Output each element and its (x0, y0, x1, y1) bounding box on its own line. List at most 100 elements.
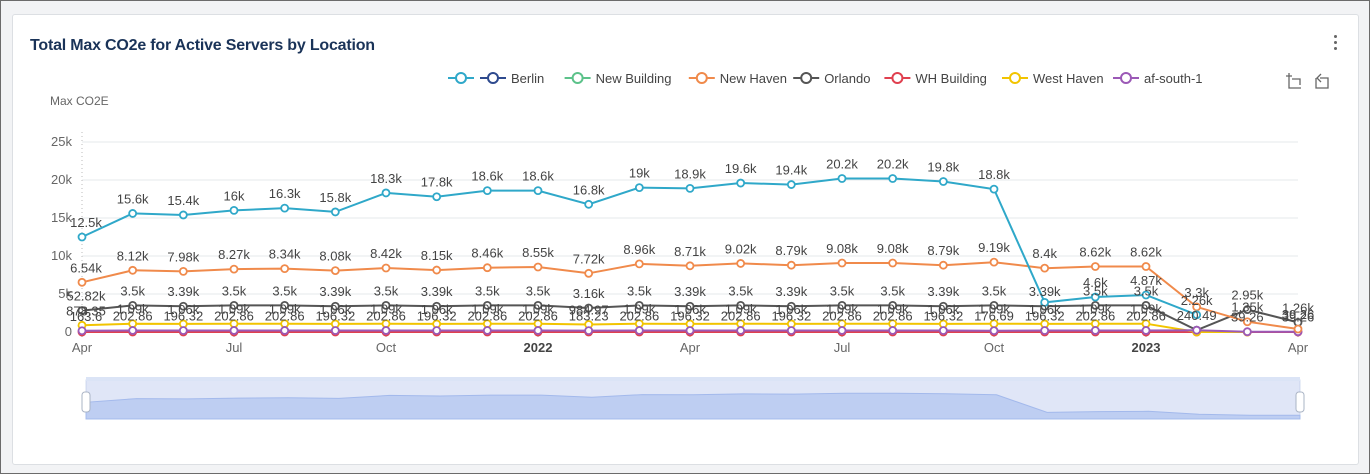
data-point[interactable] (1242, 327, 1252, 337)
legend-item-berlin[interactable]: Berlin (480, 71, 544, 86)
data-point[interactable] (837, 326, 847, 335)
data-point[interactable] (1090, 292, 1100, 302)
data-point[interactable] (685, 261, 695, 271)
data-point[interactable] (584, 268, 594, 278)
data-point[interactable] (786, 260, 796, 270)
data-point[interactable] (1141, 290, 1151, 300)
data-point[interactable] (128, 326, 138, 335)
data-point[interactable] (178, 301, 188, 311)
data-point[interactable] (1141, 262, 1151, 271)
data-point[interactable] (938, 260, 948, 270)
data-point[interactable] (685, 301, 695, 311)
data-point[interactable] (1141, 300, 1151, 310)
data-point[interactable] (1242, 305, 1252, 314)
data-point[interactable] (989, 326, 999, 336)
data-point[interactable] (482, 263, 492, 273)
data-point[interactable] (77, 306, 87, 315)
legend-item-wh-building[interactable]: WH Building (884, 71, 987, 86)
data-point[interactable] (432, 301, 442, 311)
data-point[interactable] (128, 209, 138, 218)
data-point[interactable] (736, 300, 746, 310)
data-point[interactable] (280, 300, 290, 310)
data-point[interactable] (229, 300, 239, 310)
data-point[interactable] (482, 186, 492, 196)
data-point[interactable] (77, 326, 87, 336)
data-point[interactable] (786, 180, 796, 189)
data-point[interactable] (432, 192, 442, 202)
data-point[interactable] (786, 326, 796, 335)
zoom-move-bar[interactable] (86, 377, 1300, 381)
data-point[interactable] (229, 264, 239, 274)
data-point[interactable] (330, 301, 340, 311)
data-point[interactable] (330, 266, 340, 275)
data-point[interactable] (786, 301, 796, 311)
data-point[interactable] (77, 277, 87, 287)
data-point[interactable] (634, 183, 644, 193)
data-point[interactable] (533, 262, 543, 272)
data-point[interactable] (1090, 262, 1100, 271)
data-point[interactable] (229, 205, 239, 215)
data-point[interactable] (685, 326, 695, 335)
data-point[interactable] (888, 258, 898, 268)
zoom-select-icon[interactable] (1286, 73, 1301, 89)
data-point[interactable] (280, 326, 290, 335)
legend-item[interactable] (448, 72, 474, 84)
data-point[interactable] (1090, 300, 1100, 310)
data-point[interactable] (432, 326, 442, 335)
data-point[interactable] (736, 178, 746, 188)
data-point[interactable] (736, 259, 746, 268)
zoom-handle-right[interactable] (1295, 391, 1305, 413)
data-point[interactable] (938, 177, 948, 186)
data-point[interactable] (128, 265, 138, 275)
data-point[interactable] (584, 199, 594, 209)
data-point[interactable] (1141, 326, 1151, 335)
data-point[interactable] (381, 263, 391, 273)
data-point[interactable] (736, 326, 746, 335)
data-point[interactable] (1242, 317, 1252, 327)
data-point[interactable] (1192, 302, 1202, 312)
data-point[interactable] (1090, 326, 1100, 335)
data-point[interactable] (989, 184, 999, 194)
data-point[interactable] (229, 326, 239, 335)
legend-item-new-haven[interactable]: New Haven (688, 71, 787, 86)
data-point[interactable] (837, 300, 847, 310)
data-point[interactable] (634, 259, 644, 269)
data-point[interactable] (634, 300, 644, 310)
data-point[interactable] (837, 258, 847, 268)
data-point[interactable] (1192, 325, 1202, 335)
data-point[interactable] (381, 188, 391, 198)
data-point[interactable] (1040, 263, 1050, 273)
data-point[interactable] (634, 326, 644, 335)
data-point[interactable] (938, 301, 948, 311)
data-point[interactable] (989, 257, 999, 267)
legend-item-west-haven[interactable]: West Haven (1002, 71, 1104, 86)
legend-item-af-south-1[interactable]: af-south-1 (1113, 71, 1203, 86)
more-options-icon[interactable] (1330, 35, 1340, 57)
data-point[interactable] (685, 183, 695, 193)
data-point[interactable] (584, 326, 594, 336)
data-point[interactable] (938, 326, 948, 335)
data-point[interactable] (381, 326, 391, 335)
legend-item-orlando[interactable]: Orlando (793, 71, 870, 86)
zoom-handle-left[interactable] (81, 391, 91, 413)
data-point[interactable] (178, 326, 188, 335)
data-point[interactable] (381, 300, 391, 310)
data-point[interactable] (888, 174, 898, 183)
data-point[interactable] (482, 326, 492, 335)
data-point[interactable] (584, 303, 594, 313)
data-point[interactable] (888, 326, 898, 335)
data-point[interactable] (128, 300, 138, 310)
data-point[interactable] (533, 326, 543, 335)
data-point[interactable] (1192, 310, 1202, 320)
data-point[interactable] (533, 300, 543, 310)
data-point[interactable] (77, 232, 87, 242)
data-point[interactable] (533, 186, 543, 196)
data-point[interactable] (330, 326, 340, 335)
data-point[interactable] (1040, 326, 1050, 335)
data-point[interactable] (178, 266, 188, 276)
data-point[interactable] (432, 265, 442, 275)
data-point[interactable] (178, 210, 188, 220)
data-point[interactable] (482, 300, 492, 310)
data-point[interactable] (1293, 324, 1303, 334)
data-point[interactable] (280, 264, 290, 274)
